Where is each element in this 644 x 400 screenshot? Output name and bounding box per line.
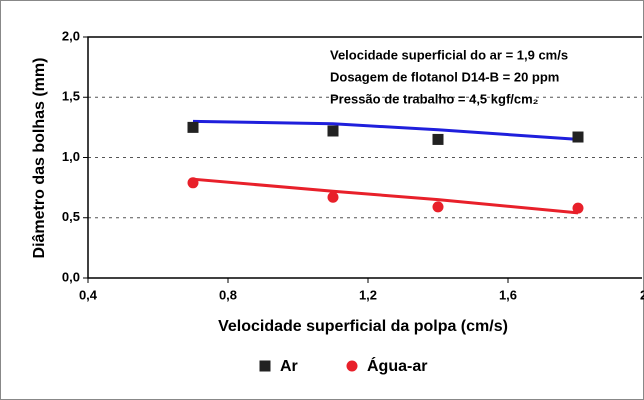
marker bbox=[327, 191, 339, 203]
legend-marker bbox=[259, 360, 271, 372]
marker bbox=[187, 177, 199, 189]
annotation: Velocidade superficial do ar = 1,9 cm/s bbox=[330, 47, 568, 62]
legend-label: Água-ar bbox=[367, 356, 427, 375]
marker bbox=[432, 201, 444, 213]
y-axis-label: Diâmetro das bolhas (mm) bbox=[31, 58, 48, 259]
marker bbox=[572, 131, 584, 143]
fit-line bbox=[192, 177, 579, 215]
fit-line bbox=[192, 119, 579, 141]
marker bbox=[327, 125, 339, 137]
x-tick-label: 1,2 bbox=[359, 287, 377, 302]
y-tick-label: 0,0 bbox=[62, 269, 80, 284]
y-tick-label: 2,0 bbox=[62, 28, 80, 43]
annotation: Pressão de trabalho = 4,5 kgf/cm₂ bbox=[330, 91, 539, 106]
plot-frame bbox=[87, 36, 642, 279]
marker bbox=[572, 202, 584, 214]
x-tick-label: 0,4 bbox=[79, 287, 98, 302]
legend-marker bbox=[346, 360, 358, 372]
annotation: Dosagem de flotanol D14-B = 20 ppm bbox=[330, 69, 559, 84]
marker bbox=[187, 121, 199, 133]
y-tick-label: 0,5 bbox=[62, 209, 80, 224]
x-axis-label: Velocidade superficial da polpa (cm/s) bbox=[218, 318, 508, 335]
y-tick-label: 1,0 bbox=[62, 149, 80, 164]
marker bbox=[432, 133, 444, 145]
legend-label: Ar bbox=[280, 358, 298, 375]
x-tick-label: 0,8 bbox=[219, 287, 237, 302]
y-tick-label: 1,5 bbox=[62, 89, 80, 104]
x-tick-label: 2 bbox=[640, 287, 644, 302]
x-tick-label: 1,6 bbox=[499, 287, 517, 302]
